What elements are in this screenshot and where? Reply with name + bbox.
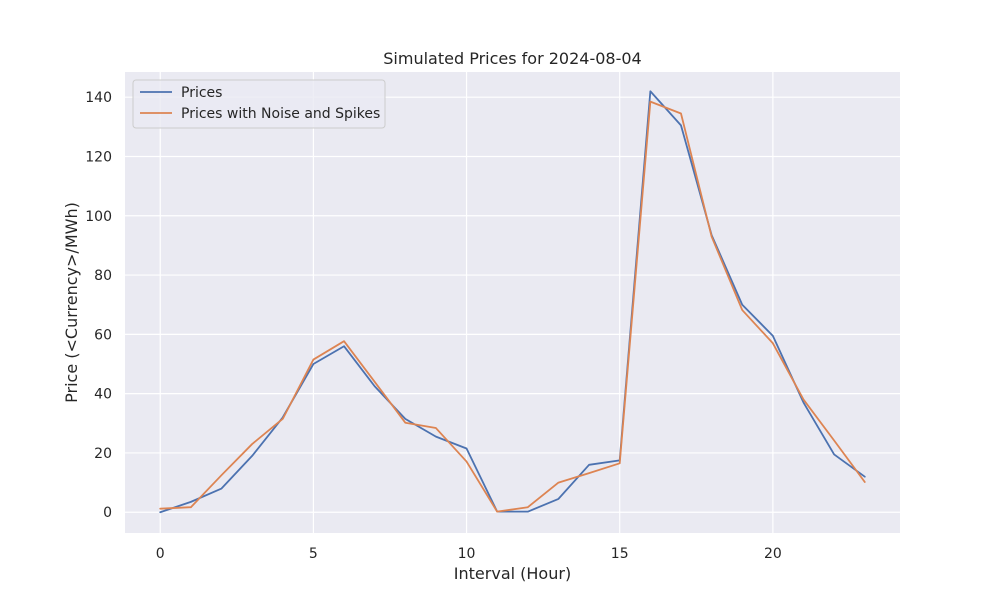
legend-label-prices: Prices [181,85,222,101]
x-tick-label: 10 [458,546,476,562]
x-tick-label: 5 [309,546,318,562]
x-axis-label: Interval (Hour) [454,564,571,583]
y-tick-label: 0 [103,505,112,521]
legend-label-prices-noise: Prices with Noise and Spikes [181,106,380,122]
plot-area [125,72,900,533]
y-tick-label: 140 [85,90,112,106]
series-line-1 [159,100,866,513]
series-lines [159,90,866,514]
x-tick-label: 15 [611,546,629,562]
x-tick-label: 20 [764,546,782,562]
y-tick-label: 120 [85,149,112,165]
x-tick-label: 0 [156,546,165,562]
y-tick-label: 40 [94,387,112,403]
y-axis-label: Price (<Currency>/MWh) [62,202,81,403]
x-tick-labels: 0 5 10 15 20 [156,546,782,562]
legend-box [132,79,386,129]
y-tick-label: 20 [94,446,112,462]
y-tick-label: 60 [94,327,112,343]
chart-title: Simulated Prices for 2024-08-04 [383,49,641,68]
legend: Prices Prices with Noise and Spikes [132,79,386,129]
y-tick-label: 80 [94,268,112,284]
y-tick-labels: 0 20 40 60 80 100 120 140 [85,90,112,521]
y-tick-label: 100 [85,209,112,225]
